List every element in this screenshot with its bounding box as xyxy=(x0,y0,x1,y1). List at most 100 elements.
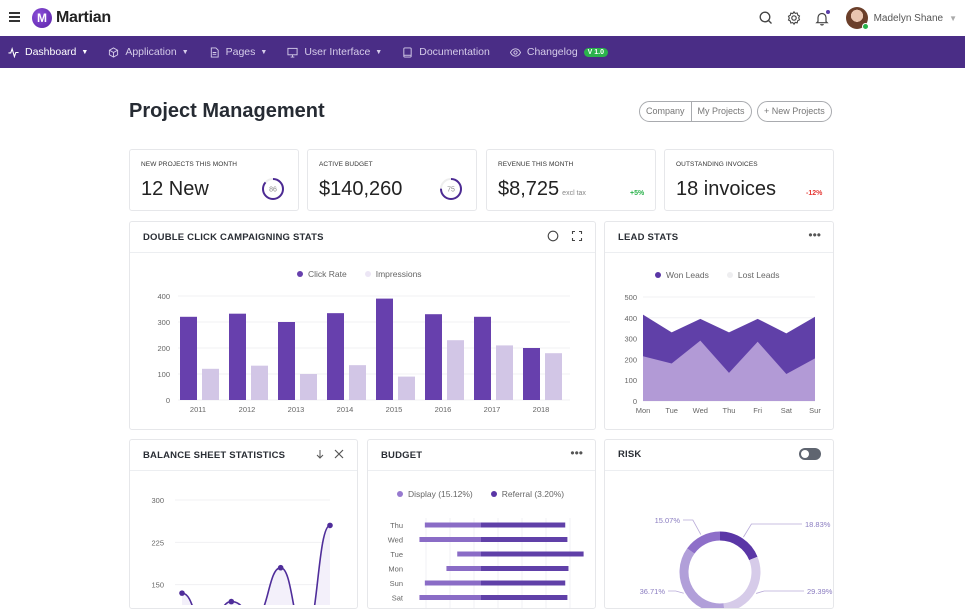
x-tick-label: 2012 xyxy=(239,405,256,414)
card-header: BUDGET ••• xyxy=(368,440,595,471)
x-tick-label: Thu xyxy=(723,406,736,415)
y-tick-label: 400 xyxy=(624,314,637,323)
legend-label: Impressions xyxy=(375,269,422,279)
bar-click-rate xyxy=(180,316,197,400)
gear-icon[interactable] xyxy=(786,10,802,26)
nav-label: Pages xyxy=(225,46,256,58)
file-icon xyxy=(209,46,220,58)
legend-swatch xyxy=(364,271,371,277)
legend-item[interactable]: Display (15.12%) xyxy=(397,489,473,499)
search-icon[interactable] xyxy=(758,10,774,26)
avatar[interactable] xyxy=(845,7,869,30)
x-tick-label: Fri xyxy=(753,406,762,415)
legend-item[interactable]: Referral (3.20%) xyxy=(490,489,564,499)
close-icon[interactable] xyxy=(333,448,345,460)
refresh-circle-icon[interactable] xyxy=(547,230,559,242)
risk-toggle[interactable] xyxy=(799,448,821,460)
logo-badge: M xyxy=(32,8,52,28)
kpi-revenue: REVENUE THIS MONTH $8,725 excl tax +5% xyxy=(486,149,656,211)
legend-item[interactable]: Impressions xyxy=(364,269,422,279)
bar-referral xyxy=(481,566,569,571)
legend-swatch xyxy=(397,491,403,497)
logo[interactable]: M Martian xyxy=(32,8,111,28)
company-button[interactable]: Company xyxy=(646,106,685,116)
nav-label: Application xyxy=(125,46,177,58)
nav-label: Changelog xyxy=(526,46,578,58)
balance-sheet-card: BALANCE SHEET STATISTICS 150 225 300 xyxy=(129,439,358,609)
card-title: RISK xyxy=(618,449,642,460)
area-lost-leads xyxy=(643,340,815,401)
donut-leader-line xyxy=(756,590,804,594)
bar-impressions xyxy=(496,345,513,400)
menu-icon[interactable] xyxy=(9,12,20,22)
x-tick-label: 2013 xyxy=(288,405,305,414)
kpi-label: ACTIVE BUDGET xyxy=(319,161,373,168)
donut-slice xyxy=(719,531,758,561)
nav-label: User Interface xyxy=(304,46,371,58)
nav-dashboard[interactable]: Dashboard ▼ xyxy=(8,46,88,58)
kpi-label: REVENUE THIS MONTH xyxy=(498,161,574,168)
card-title: DOUBLE CLICK CAMPAIGNING STATS xyxy=(143,232,324,243)
more-icon[interactable]: ••• xyxy=(570,446,583,460)
legend-swatch xyxy=(297,271,303,277)
legend-item[interactable]: Click Rate xyxy=(297,269,347,279)
nav-label: Dashboard xyxy=(25,46,77,58)
nav-pages[interactable]: Pages ▼ xyxy=(209,46,267,58)
bar-click-rate xyxy=(278,322,295,400)
y-tick-label: Wed xyxy=(388,536,403,545)
y-tick-label: Thu xyxy=(390,521,403,530)
chevron-down-icon: ▼ xyxy=(181,48,189,56)
more-icon[interactable]: ••• xyxy=(808,228,821,242)
arrow-down-icon[interactable] xyxy=(315,448,325,460)
nav-application[interactable]: Application ▼ xyxy=(108,46,189,58)
eye-icon xyxy=(509,47,521,58)
new-projects-button[interactable]: + New Projects xyxy=(757,101,832,122)
line-series xyxy=(181,524,331,605)
kpi-new-projects: NEW PROJECTS THIS MONTH 12 New 86 xyxy=(129,149,299,211)
legend-item[interactable]: Lost Leads xyxy=(726,270,780,280)
legend-label: Lost Leads xyxy=(737,270,780,280)
chart-legend: Display (15.12%) Referral (3.20%) xyxy=(397,489,582,499)
bar-click-rate xyxy=(523,348,540,400)
x-tick-label: 2018 xyxy=(533,405,550,414)
kpi-value: 12 New xyxy=(141,178,209,200)
x-tick-label: 2016 xyxy=(435,405,452,414)
x-tick-label: Tue xyxy=(665,406,678,415)
x-tick-label: 2015 xyxy=(386,405,403,414)
kpi-value: 18 invoices xyxy=(676,178,777,200)
y-tick-label: 300 xyxy=(151,496,164,505)
bar-click-rate xyxy=(327,313,344,400)
bar-click-rate xyxy=(425,314,442,400)
bell-icon[interactable] xyxy=(814,10,830,26)
x-tick-label: Sur xyxy=(809,406,821,415)
nav-documentation[interactable]: Documentation xyxy=(402,46,490,58)
legend-swatch xyxy=(655,272,661,278)
chart-legend: Click Rate Impressions xyxy=(297,269,440,279)
balance-line-chart: 150 225 300 xyxy=(151,496,333,605)
kpi-value: $140,260 xyxy=(319,178,403,200)
chevron-down-icon[interactable]: ▼ xyxy=(949,13,957,23)
legend-label: Click Rate xyxy=(308,269,347,279)
donut-leader-line xyxy=(668,590,684,594)
my-projects-button[interactable]: My Projects xyxy=(690,102,751,121)
kpi-ring-value: 75 xyxy=(447,187,455,194)
donut-slice xyxy=(687,531,721,554)
campaign-bar-chart: 0 100 200 300 400 2011 2012 2013 2014 2015 2016 201… xyxy=(157,292,570,414)
nav-user-interface[interactable]: User Interface ▼ xyxy=(287,46,382,58)
x-tick-label: Wed xyxy=(693,406,708,415)
donut-label: 15.07% xyxy=(655,516,681,525)
expand-icon[interactable] xyxy=(571,230,583,242)
y-tick-label: 0 xyxy=(633,397,637,406)
y-tick-label: Mon xyxy=(388,565,403,574)
user-name[interactable]: Madelyn Shane xyxy=(873,12,944,24)
bar-display xyxy=(457,551,481,557)
campaign-stats-card: DOUBLE CLICK CAMPAIGNING STATS Click Rat… xyxy=(129,221,596,430)
nav-changelog[interactable]: Changelog V 1.0 xyxy=(509,46,609,58)
donut-leader-line xyxy=(683,519,702,535)
donut-slice xyxy=(723,556,761,608)
kpi-delta: -12% xyxy=(806,190,823,197)
line-area-fill xyxy=(182,525,330,605)
legend-item[interactable]: Won Leads xyxy=(655,270,709,280)
bar-impressions xyxy=(349,365,366,400)
lead-area-chart: 0 100 200 300 400 500 Mon Tue Wed Thu Fri Sat Sur xyxy=(624,293,821,415)
